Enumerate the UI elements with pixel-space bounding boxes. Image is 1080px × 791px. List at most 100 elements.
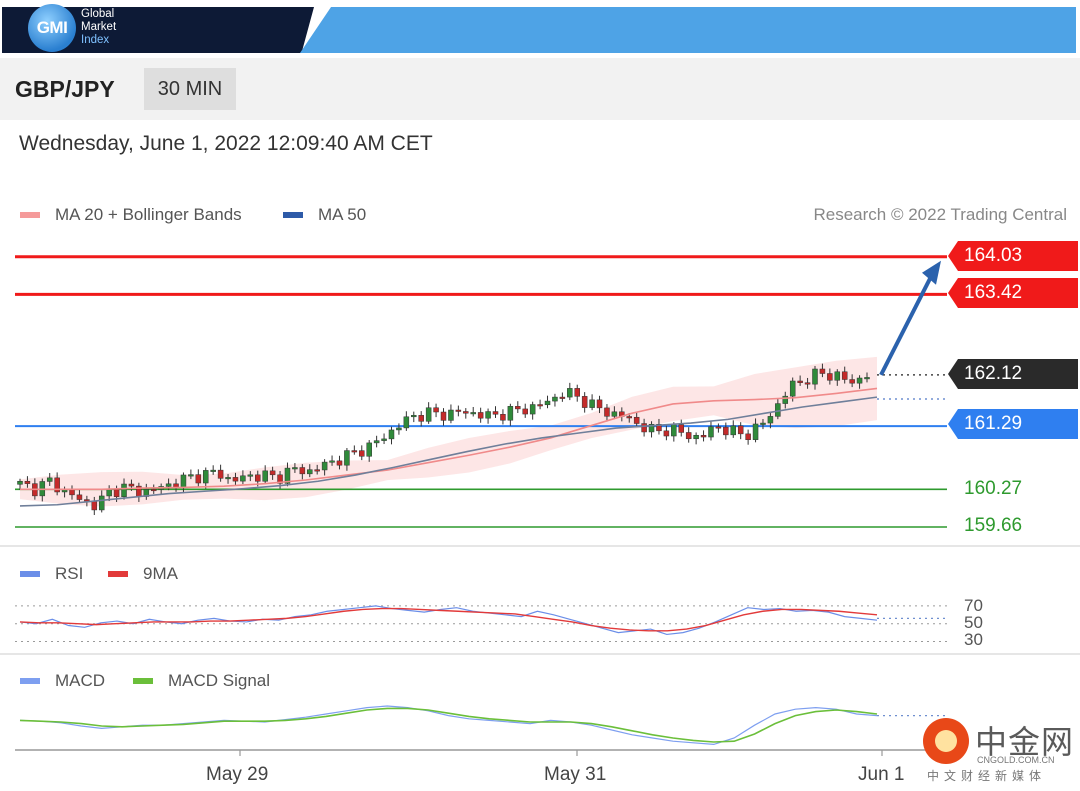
candle-body (433, 407, 439, 413)
watermark-subtitle: 中文财经新媒体 (927, 769, 1047, 783)
candle-body (359, 450, 365, 457)
forecast-arrow (879, 260, 941, 376)
candle-body (723, 426, 729, 436)
candle-body (500, 414, 506, 421)
candle-body (775, 403, 781, 417)
candle-body (529, 404, 536, 415)
x-tick-may-29: May 29 (206, 764, 269, 785)
candle-body (165, 483, 172, 487)
candle-body (329, 460, 335, 463)
candle-body (797, 380, 803, 383)
bollinger-band-area (20, 356, 877, 507)
candle-body (544, 400, 551, 406)
timestamp: Wednesday, June 1, 2022 12:09:40 AM CET (19, 132, 433, 155)
candlesticks (17, 363, 870, 516)
candle-body (351, 450, 358, 453)
candle-body (819, 368, 826, 374)
candle-body (225, 477, 231, 480)
candle-body (596, 399, 603, 409)
legend-rsi-9ma: 9MA (108, 564, 178, 584)
logo-line-2: Market (81, 21, 117, 33)
candle-body (217, 469, 224, 479)
candle-body (589, 399, 595, 408)
level-tag-163-42: 163.42 (948, 278, 1078, 308)
candle-body (671, 424, 677, 437)
candle-body (700, 434, 707, 438)
gmi-logo[interactable]: GMI (28, 4, 76, 52)
level-tag-161-29: 161.29 (948, 409, 1078, 439)
forecast-arrow-shaft (879, 273, 934, 376)
legend-macd-label: MACD (55, 671, 106, 690)
time-axis (15, 749, 947, 756)
level-label-159-66: 159.66 (964, 515, 1023, 536)
candle-body (411, 415, 417, 418)
logo-line-3: Index (81, 34, 110, 46)
candle-body (113, 489, 120, 497)
legend-rsi-swatch (20, 571, 40, 577)
candle-body (567, 388, 573, 398)
candle-body (849, 379, 855, 384)
rsi-panel (15, 605, 947, 643)
candle-body (195, 474, 202, 484)
candle-body (656, 424, 662, 432)
forecast-arrow-head (922, 260, 941, 285)
candle-body (463, 411, 469, 414)
research-credit: Research © 2022 Trading Central (813, 205, 1068, 224)
candle-body (782, 395, 789, 404)
candle-body (255, 474, 261, 482)
candle-body (76, 494, 83, 500)
legend-ma50: MA 50 (283, 205, 366, 225)
bollinger-band-fill (20, 356, 877, 507)
candle-body (24, 480, 31, 484)
candle-body (403, 416, 410, 429)
candle-body (537, 404, 543, 407)
candle-body (507, 406, 514, 421)
candle-body (685, 432, 692, 440)
candle-body (292, 467, 298, 470)
price-levels (15, 255, 947, 528)
macd-signal-line (19, 707, 878, 743)
cngold-watermark: 中金网 CNGOLD.COM.CN 中文财经新媒体 (921, 715, 1080, 791)
candle-body (626, 416, 632, 419)
candle-body (745, 433, 751, 440)
candle-body (381, 438, 387, 441)
x-tick-may-31: May 31 (544, 764, 607, 785)
candle-body (17, 480, 23, 485)
macd-panel (19, 705, 947, 746)
candle-body (366, 442, 372, 457)
candle-body (841, 371, 848, 380)
candle-body (574, 388, 580, 397)
watermark-title: 中金网 (975, 723, 1075, 761)
candle-body (515, 406, 521, 410)
candle-body (440, 411, 447, 421)
candle-body (388, 429, 395, 440)
candle-body (321, 461, 328, 471)
candle-body (641, 423, 647, 433)
candle-body (804, 382, 811, 385)
panel-divider-macd (0, 653, 1080, 655)
candle-body (737, 425, 744, 435)
level-tag-164-03: 164.03 (948, 241, 1078, 271)
x-tick-jun-1: Jun 1 (858, 764, 905, 785)
candle-body (418, 415, 424, 422)
candle-body (396, 427, 402, 431)
level-tag-162-12: 162.12 (948, 359, 1078, 389)
legend-ma20-label: MA 20 + Bollinger Bands (55, 205, 242, 224)
candle-body (604, 407, 610, 417)
candle-body (69, 489, 75, 496)
candle-body (522, 408, 528, 415)
candle-body (559, 396, 566, 399)
currency-pair-title: GBP/JPY (15, 76, 115, 102)
candle-body (633, 416, 640, 424)
timeframe-badge[interactable]: 30 MIN (144, 68, 236, 110)
ma50-line (19, 396, 878, 507)
candle-body (552, 396, 558, 402)
legend-macd-signal-label: MACD Signal (168, 671, 271, 690)
candle-body (581, 396, 588, 408)
top-brand-bar: GMI Global Market Index (0, 0, 1080, 55)
candle-body (864, 377, 870, 380)
candle-body (299, 467, 306, 475)
candle-body (232, 477, 239, 482)
candle-body (492, 411, 499, 415)
panel-divider-rsi (0, 545, 1080, 547)
